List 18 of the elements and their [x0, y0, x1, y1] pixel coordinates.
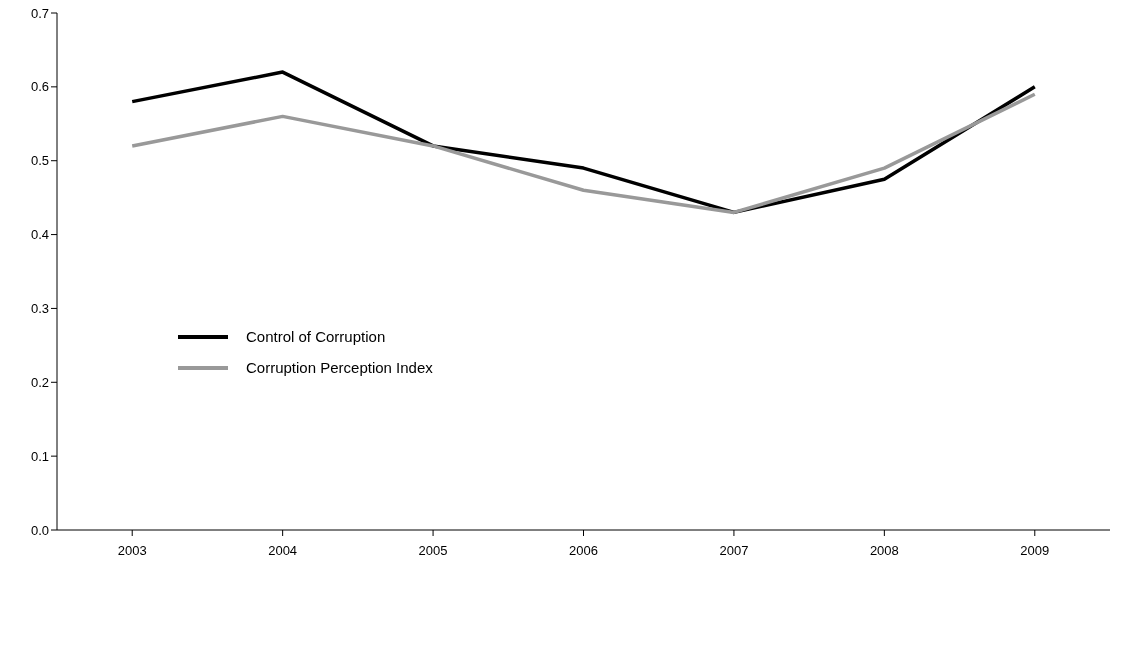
line-series	[130, 92, 1037, 215]
y-tick-label: 0.4	[30, 227, 49, 243]
y-tick-label: 0.5	[30, 153, 49, 169]
x-tick-label: 2003	[117, 543, 147, 559]
x-tick-label: 2009	[1020, 543, 1050, 559]
y-tick-label: 0.6	[30, 79, 49, 95]
legend-label: Control of Corruption	[246, 328, 386, 345]
x-tick-label: 2005	[418, 543, 448, 559]
x-tick-label: 2007	[719, 543, 749, 559]
y-tick-label: 0.7	[30, 5, 49, 21]
x-tick-label: 2006	[569, 543, 598, 559]
x-tick-label: 2008	[869, 543, 899, 559]
y-tick-label: 0.0	[30, 522, 49, 538]
x-tick-label: 2004	[268, 543, 298, 559]
y-tick-label: 0.2	[30, 374, 49, 390]
y-tick-label: 0.1	[30, 448, 49, 464]
y-tick-label: 0.3	[30, 301, 49, 317]
legend-label: Corruption Perception Index	[246, 359, 433, 376]
